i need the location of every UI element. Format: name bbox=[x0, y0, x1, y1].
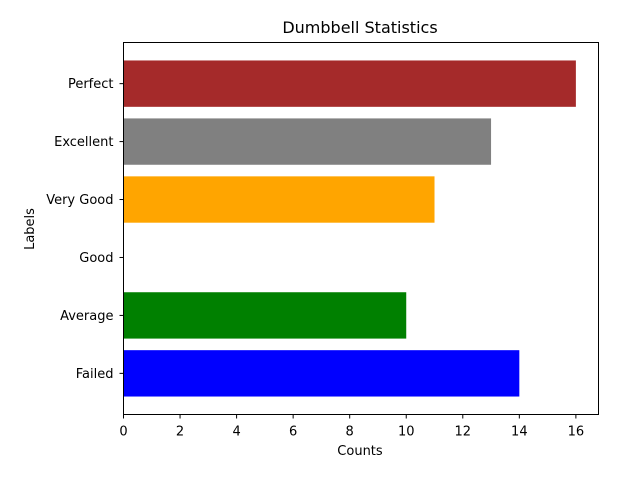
x-axis-label: Counts bbox=[337, 444, 383, 459]
y-tick-label-perfect: Perfect bbox=[68, 77, 114, 92]
x-tick-label-14: 14 bbox=[511, 425, 528, 440]
bar-very-good bbox=[123, 176, 435, 223]
bar-excellent bbox=[123, 118, 492, 165]
x-tick-label-8: 8 bbox=[346, 425, 354, 440]
x-tick-label-10: 10 bbox=[398, 425, 415, 440]
y-tick-label-excellent: Excellent bbox=[54, 135, 113, 150]
bar-failed bbox=[123, 350, 520, 397]
bar-perfect bbox=[123, 60, 576, 107]
chart-title: Dumbbell Statistics bbox=[282, 18, 437, 37]
x-tick-label-16: 16 bbox=[568, 425, 585, 440]
y-tick-label-good: Good bbox=[79, 251, 113, 266]
y-tick-label-very-good: Very Good bbox=[46, 193, 113, 208]
x-tick-label-12: 12 bbox=[455, 425, 472, 440]
bar-average bbox=[123, 292, 407, 339]
y-axis-label: Labels bbox=[23, 208, 38, 250]
x-tick-label-0: 0 bbox=[119, 425, 127, 440]
x-axis: 0 2 4 6 8 10 12 14 16 bbox=[119, 414, 585, 440]
y-axis: Failed Average Good Very Good Excellent Perfe… bbox=[46, 77, 124, 382]
x-tick-label-2: 2 bbox=[176, 425, 184, 440]
plot-frame bbox=[123, 42, 599, 415]
bars-group bbox=[123, 60, 576, 397]
x-tick-label-6: 6 bbox=[289, 425, 297, 440]
y-tick-label-average: Average bbox=[60, 309, 113, 324]
x-tick-label-4: 4 bbox=[232, 425, 240, 440]
y-tick-label-failed: Failed bbox=[76, 367, 114, 382]
